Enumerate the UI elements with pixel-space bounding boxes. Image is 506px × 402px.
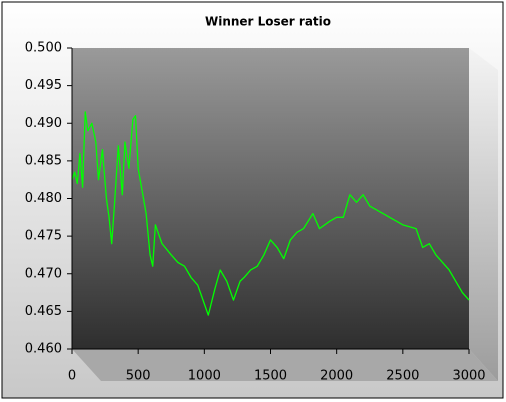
y-tick-label: 0.495 (25, 78, 62, 93)
side-wall (469, 48, 498, 381)
x-tick-label: 0 (68, 369, 76, 384)
y-tick-label: 0.485 (25, 153, 62, 168)
y-tick-label: 0.480 (25, 191, 62, 206)
x-tick-label: 1500 (254, 369, 287, 384)
floor (72, 349, 498, 381)
plot-area (72, 48, 469, 349)
x-tick-label: 3000 (452, 369, 485, 384)
y-tick-label: 0.470 (25, 266, 62, 281)
y-tick-label: 0.465 (25, 304, 62, 319)
y-tick-label: 0.500 (25, 41, 62, 56)
y-tick-label: 0.490 (25, 116, 62, 131)
x-tick-label: 2000 (320, 369, 353, 384)
y-tick-label: 0.475 (25, 229, 62, 244)
x-tick-label: 500 (126, 369, 151, 384)
y-tick-label: 0.460 (25, 342, 62, 357)
data-line (71, 111, 470, 316)
x-tick-label: 1000 (188, 369, 221, 384)
x-tick-label: 2500 (386, 369, 419, 384)
chart-title: Winner Loser ratio (205, 15, 331, 29)
